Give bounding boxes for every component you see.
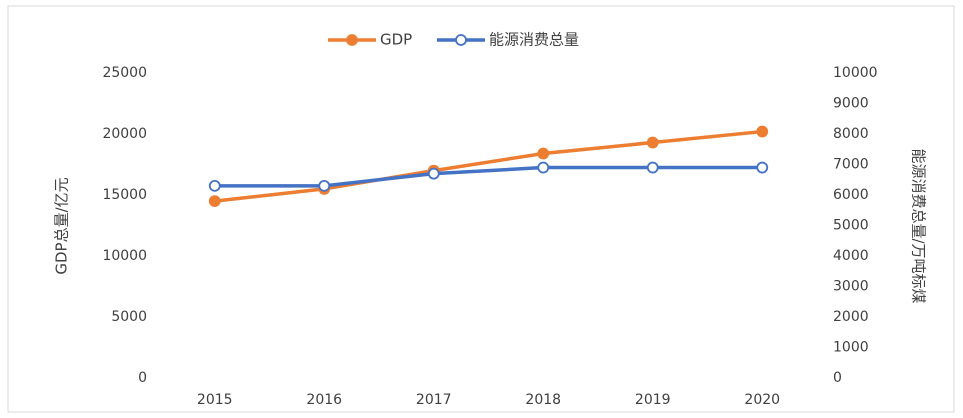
- x-tick-label: 2015: [197, 392, 233, 408]
- data-point: [318, 179, 331, 192]
- y2-tick-label: 1000: [833, 340, 869, 356]
- data-point: [646, 161, 659, 174]
- x-tick-label: 2017: [416, 392, 452, 408]
- y-tick-label: 10000: [102, 248, 147, 264]
- x-tick-label: 2016: [306, 392, 342, 408]
- y-tick-label: 25000: [102, 65, 147, 81]
- x-tick-label: 2018: [525, 392, 561, 408]
- y2-axis-title: 能源消费总量/万吨标煤: [910, 148, 928, 303]
- series-line: [214, 165, 763, 188]
- data-point: [208, 195, 221, 208]
- y2-tick-label: 0: [833, 370, 842, 386]
- data-point: [646, 136, 659, 149]
- legend-marker: [346, 34, 358, 46]
- y-tick-label: 15000: [102, 187, 147, 203]
- data-point: [537, 161, 550, 174]
- y-tick-label: 0: [138, 370, 147, 386]
- legend-label: GDP: [380, 31, 412, 49]
- legend-marker: [455, 34, 467, 46]
- data-point: [208, 179, 221, 192]
- y2-tick-label: 8000: [833, 126, 869, 142]
- y2-tick-label: 5000: [833, 218, 869, 234]
- chart-frame: [7, 5, 955, 413]
- data-point: [756, 161, 769, 174]
- data-point: [756, 125, 769, 138]
- data-point: [427, 167, 440, 180]
- y2-tick-label: 10000: [833, 65, 878, 81]
- x-tick-label: 2019: [635, 392, 671, 408]
- legend-label: 能源消费总量: [489, 31, 579, 49]
- y2-tick-label: 3000: [833, 279, 869, 295]
- y-tick-label: 20000: [102, 126, 147, 142]
- y2-tick-label: 9000: [833, 96, 869, 112]
- y2-tick-label: 6000: [833, 187, 869, 203]
- data-point: [537, 147, 550, 160]
- x-tick-label: 2020: [744, 392, 780, 408]
- y2-tick-label: 4000: [833, 248, 869, 264]
- y2-tick-label: 2000: [833, 309, 869, 325]
- series-line: [214, 129, 763, 203]
- y-axis-title: GDP总量/亿元: [53, 177, 71, 274]
- y-tick-label: 5000: [111, 309, 147, 325]
- y2-tick-label: 7000: [833, 157, 869, 173]
